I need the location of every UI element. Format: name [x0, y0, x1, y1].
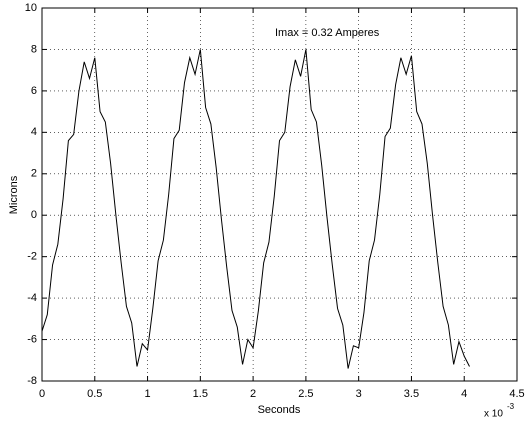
y-tick-label: 8 [31, 43, 37, 55]
y-axis-label: Microns [8, 175, 20, 214]
x-tick-label: 2 [250, 388, 256, 400]
plot-frame [41, 7, 518, 382]
y-tick-label: -8 [27, 375, 37, 387]
annotation: Imax = 0.32 Amperes [275, 27, 380, 39]
x-tick-label: 0 [39, 388, 45, 400]
x-tick-label: 3.5 [404, 388, 419, 400]
y-tick-label: 10 [25, 2, 37, 14]
y-tick-label: 4 [31, 126, 37, 138]
x-tick-label: 1.5 [193, 388, 208, 400]
y-tick-label: -4 [27, 292, 37, 304]
x-tick-label: 1 [144, 388, 150, 400]
x-multiplier: x 10 [484, 409, 503, 420]
data-line [41, 49, 470, 369]
x-axis-label: Seconds [258, 404, 301, 416]
x-tick-label: 4 [461, 388, 467, 400]
x-tick-label: 3 [356, 388, 362, 400]
y-tick-label: 6 [31, 85, 37, 97]
y-tick-label: 0 [31, 209, 37, 221]
x-tick-label: 4.5 [509, 388, 524, 400]
y-tick-label: -6 [27, 333, 37, 345]
y-tick-label: 2 [31, 168, 37, 180]
x-multiplier-exponent: -3 [507, 402, 515, 411]
x-tick-label: 0.5 [87, 388, 102, 400]
y-tick-label: -2 [27, 251, 37, 263]
x-tick-label: 2.5 [298, 388, 313, 400]
